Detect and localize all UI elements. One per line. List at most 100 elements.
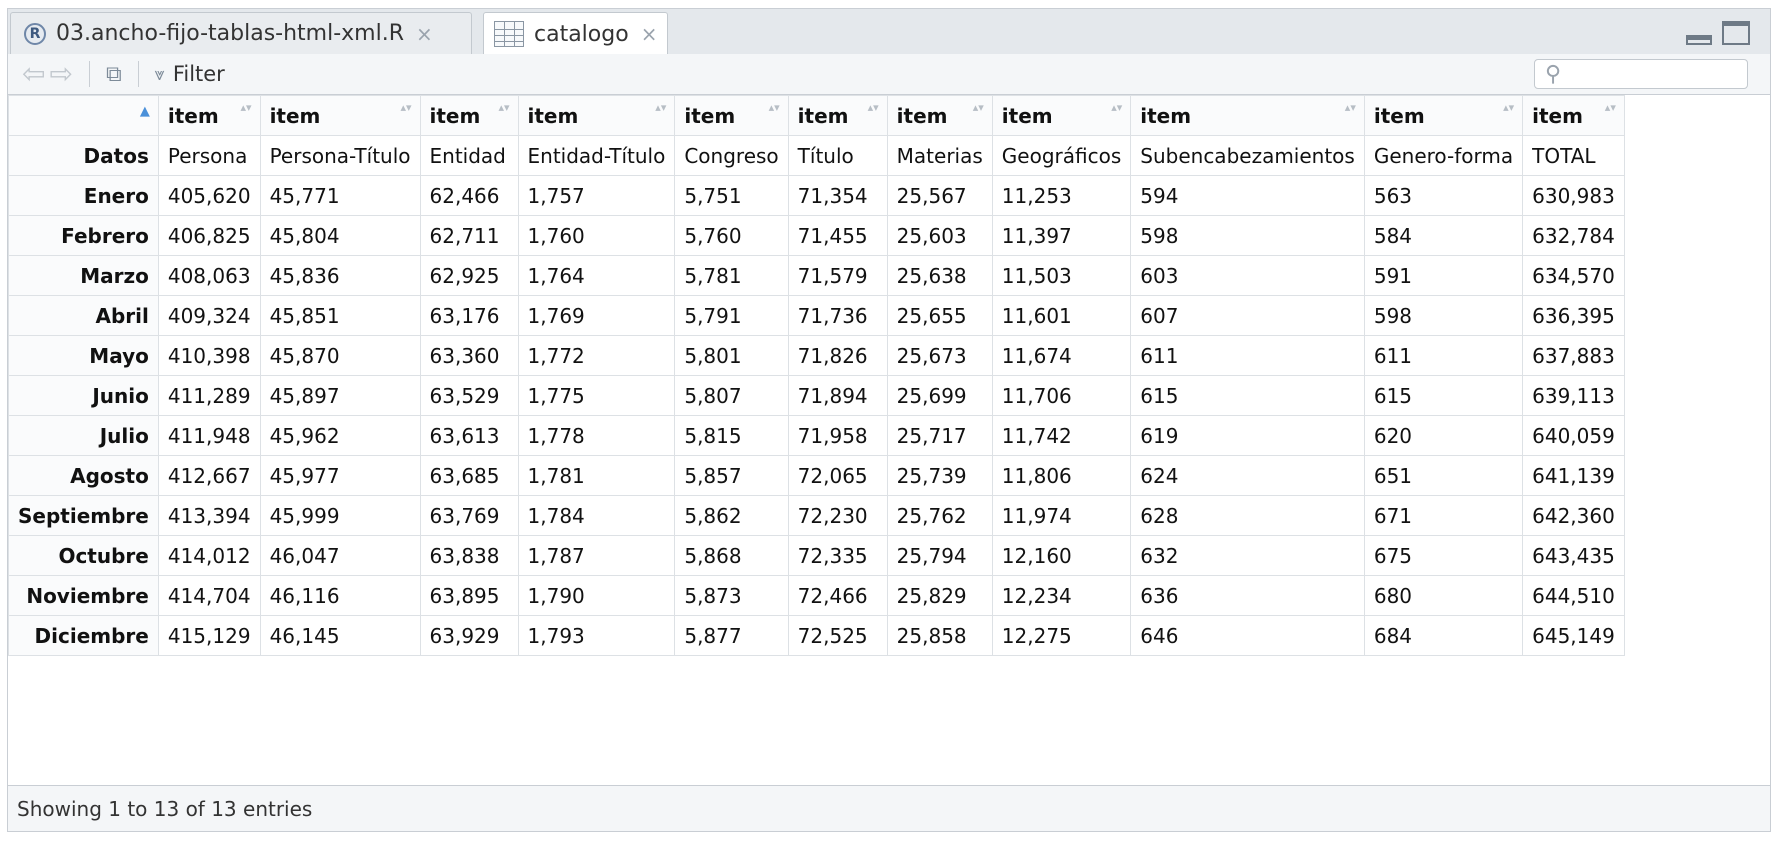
- row-label: Mayo: [8, 335, 159, 376]
- minimize-icon[interactable]: [1686, 35, 1712, 45]
- table-cell: 411,289: [157, 375, 261, 416]
- sort-toggle-icon: ▴▾: [655, 101, 667, 114]
- table-cell: 63,360: [419, 335, 519, 376]
- table-cell: 636,395: [1522, 295, 1625, 336]
- filter-label: Filter: [172, 62, 225, 86]
- table-cell: 46,047: [259, 535, 421, 576]
- maximize-icon[interactable]: [1722, 21, 1750, 45]
- popout-window-icon[interactable]: ⧉: [105, 61, 122, 87]
- table-cell: 405,620: [157, 175, 261, 216]
- column-header[interactable]: item ▴▾: [1522, 95, 1625, 136]
- column-header[interactable]: item ▴▾: [517, 95, 676, 136]
- table-cell: 624: [1130, 455, 1365, 496]
- table-cell: 615: [1363, 375, 1524, 416]
- table-cell: 1,760: [517, 215, 676, 256]
- table-cell: 12,234: [991, 575, 1132, 616]
- column-header[interactable]: item ▴▾: [157, 95, 261, 136]
- row-label: Septiembre: [8, 495, 159, 536]
- table-grid-icon: [494, 21, 524, 47]
- table-cell: 45,804: [259, 215, 421, 256]
- column-header[interactable]: item ▴▾: [674, 95, 789, 136]
- table-cell: 45,977: [259, 455, 421, 496]
- column-header-label: item: [167, 103, 219, 128]
- table-cell: 611: [1130, 335, 1365, 376]
- back-arrow-icon[interactable]: ⇦: [22, 57, 46, 90]
- table-cell: 45,851: [259, 295, 421, 336]
- sort-toggle-icon: ▴▾: [1344, 101, 1356, 114]
- table-cell: 646: [1130, 615, 1365, 656]
- column-header[interactable]: item ▴▾: [1130, 95, 1365, 136]
- table-cell: 640,059: [1522, 415, 1625, 456]
- close-icon[interactable]: ×: [640, 22, 658, 46]
- table-cell: 72,335: [787, 535, 888, 576]
- tab-catalogo[interactable]: catalogo ×: [483, 12, 668, 55]
- row-names-header[interactable]: ▲: [8, 95, 159, 136]
- column-header-label: item: [797, 103, 849, 128]
- table-cell: 639,113: [1522, 375, 1625, 416]
- table-cell: 1,787: [517, 535, 676, 576]
- table-cell: 25,858: [886, 615, 993, 656]
- table-row: Julio 411,948 45,962 63,613 1,778 5,815 71,958…: [8, 415, 1625, 456]
- column-header[interactable]: item ▴▾: [886, 95, 993, 136]
- table-cell: 71,455: [787, 215, 888, 256]
- table-cell: 607: [1130, 295, 1365, 336]
- tab-r-script[interactable]: R 03.ancho-fijo-tablas-html-xml.R ×: [10, 12, 472, 54]
- data-table: ▲ item ▴▾ item ▴▾ item ▴▾ item ▴▾ item ▴▾ item ▴▾ it…: [8, 95, 1770, 656]
- table-cell: 415,129: [157, 615, 261, 656]
- table-cell: 12,275: [991, 615, 1132, 656]
- table-cell: 63,895: [419, 575, 519, 616]
- filter-button[interactable]: ⩔ Filter: [155, 62, 225, 86]
- table-cell: 71,826: [787, 335, 888, 376]
- table-row: Agosto 412,667 45,977 63,685 1,781 5,857 72,06…: [8, 455, 1625, 496]
- column-header-label: item: [1001, 103, 1053, 128]
- table-cell: 25,603: [886, 215, 993, 256]
- table-cell: 11,253: [991, 175, 1132, 216]
- r-file-icon: R: [24, 22, 46, 45]
- sort-toggle-icon: ▴▾: [498, 101, 510, 114]
- table-cell: Persona-Título: [259, 135, 421, 176]
- table-cell: TOTAL: [1522, 135, 1625, 176]
- table-cell: 642,360: [1522, 495, 1625, 536]
- table-cell: 11,503: [991, 255, 1132, 296]
- table-cell: 45,897: [259, 375, 421, 416]
- column-header[interactable]: item ▴▾: [259, 95, 421, 136]
- table-cell: 1,775: [517, 375, 676, 416]
- table-cell: 63,176: [419, 295, 519, 336]
- column-header-label: item: [684, 103, 736, 128]
- column-header[interactable]: item ▴▾: [787, 95, 888, 136]
- table-cell: 72,230: [787, 495, 888, 536]
- table-cell: Geográficos: [991, 135, 1132, 176]
- table-row: Febrero 406,825 45,804 62,711 1,760 5,760 71,4…: [8, 215, 1625, 256]
- row-label: Enero: [8, 175, 159, 216]
- table-cell: 63,685: [419, 455, 519, 496]
- table-cell: 628: [1130, 495, 1365, 536]
- tab-bar: R 03.ancho-fijo-tablas-html-xml.R × cata…: [8, 9, 1770, 55]
- table-cell: 5,751: [674, 175, 789, 216]
- table-cell: 611: [1363, 335, 1524, 376]
- table-cell: 414,012: [157, 535, 261, 576]
- row-label: Diciembre: [8, 615, 159, 656]
- table-cell: 45,962: [259, 415, 421, 456]
- sort-toggle-icon: ▴▾: [768, 101, 780, 114]
- table-cell: 671: [1363, 495, 1524, 536]
- table-cell: 615: [1130, 375, 1365, 416]
- search-input[interactable]: ⚲: [1534, 59, 1748, 89]
- table-cell: 632: [1130, 535, 1365, 576]
- column-header[interactable]: item ▴▾: [419, 95, 519, 136]
- close-icon[interactable]: ×: [416, 21, 433, 46]
- sort-toggle-icon: ▴▾: [972, 101, 984, 114]
- forward-arrow-icon[interactable]: ⇨: [49, 57, 73, 90]
- column-header[interactable]: item ▴▾: [991, 95, 1132, 136]
- column-header-label: item: [1140, 103, 1192, 128]
- column-header-label: item: [429, 103, 481, 128]
- table-cell: 1,764: [517, 255, 676, 296]
- table-cell: 408,063: [157, 255, 261, 296]
- row-label: Octubre: [8, 535, 159, 576]
- table-cell: 409,324: [157, 295, 261, 336]
- table-cell: Genero-forma: [1363, 135, 1524, 176]
- table-cell: 5,868: [674, 535, 789, 576]
- column-header-label: item: [896, 103, 948, 128]
- table-cell: 72,065: [787, 455, 888, 496]
- column-header[interactable]: item ▴▾: [1363, 95, 1524, 136]
- table-cell: 584: [1363, 215, 1524, 256]
